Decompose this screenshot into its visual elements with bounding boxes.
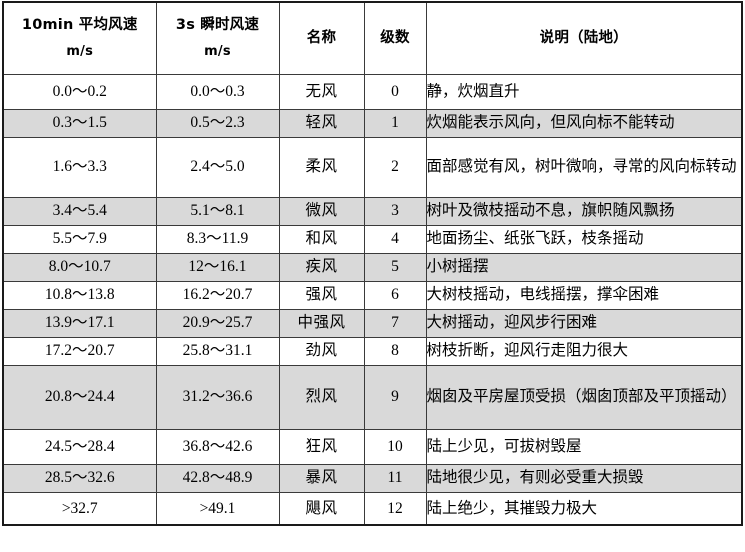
cell-wind-level: 5 xyxy=(363,252,427,282)
cell-gust-wind-speed: 0.0～0.3 xyxy=(155,73,280,110)
table-row: 0.3～1.5 0.5～2.3 轻风 1 炊烟能表示风向，但风向标不能转动 xyxy=(2,108,743,138)
cell-wind-level: 8 xyxy=(363,336,427,366)
cell-description: 陆上少见，可拔树毁屋 xyxy=(425,428,743,465)
cell-wind-name: 无风 xyxy=(278,73,365,110)
cell-description: 烟囱及平房屋顶受损（烟囱顶部及平顶摇动） xyxy=(425,364,743,430)
table-row: 0.0～0.2 0.0～0.3 无风 0 静，炊烟直升 xyxy=(2,73,743,110)
table-header: 10min 平均风速 m/s 3s 瞬时风速 m/s 名称 级数 说明（陆地） xyxy=(2,1,743,75)
cell-wind-name: 劲风 xyxy=(278,336,365,366)
cell-wind-name: 狂风 xyxy=(278,428,365,465)
cell-avg-wind-speed: 5.5～7.9 xyxy=(2,224,157,254)
cell-gust-wind-speed: >49.1 xyxy=(155,491,280,526)
table-row: 13.9～17.1 20.9～25.7 中强风 7 大树摇动，迎风步行困难 xyxy=(2,308,743,338)
cell-description: 面部感觉有风，树叶微响，寻常的风向标转动 xyxy=(425,136,743,198)
cell-wind-level: 11 xyxy=(363,463,427,493)
cell-wind-name: 中强风 xyxy=(278,308,365,338)
cell-avg-wind-speed: >32.7 xyxy=(2,491,157,526)
cell-description: 静，炊烟直升 xyxy=(425,73,743,110)
table-row: 28.5～32.6 42.8～48.9 暴风 11 陆地很少见，有则必受重大损毁 xyxy=(2,463,743,493)
cell-wind-name: 和风 xyxy=(278,224,365,254)
cell-description: 陆地很少见，有则必受重大损毁 xyxy=(425,463,743,493)
table-row: 17.2～20.7 25.8～31.1 劲风 8 树枝折断，迎风行走阻力很大 xyxy=(2,336,743,366)
wind-scale-table: 10min 平均风速 m/s 3s 瞬时风速 m/s 名称 级数 说明（陆地） … xyxy=(2,1,743,526)
cell-avg-wind-speed: 10.8～13.8 xyxy=(2,280,157,310)
cell-wind-name: 微风 xyxy=(278,196,365,226)
cell-description: 小树摇摆 xyxy=(425,252,743,282)
cell-wind-name: 烈风 xyxy=(278,364,365,430)
column-header-gust-wind-speed: 3s 瞬时风速 m/s xyxy=(155,1,280,75)
cell-wind-level: 9 xyxy=(363,364,427,430)
cell-description: 大树摇动，迎风步行困难 xyxy=(425,308,743,338)
cell-description: 树枝折断，迎风行走阻力很大 xyxy=(425,336,743,366)
cell-wind-name: 柔风 xyxy=(278,136,365,198)
cell-gust-wind-speed: 16.2～20.7 xyxy=(155,280,280,310)
cell-avg-wind-speed: 8.0～10.7 xyxy=(2,252,157,282)
cell-avg-wind-speed: 0.0～0.2 xyxy=(2,73,157,110)
cell-wind-level: 1 xyxy=(363,108,427,138)
table-row: 1.6～3.3 2.4～5.0 柔风 2 面部感觉有风，树叶微响，寻常的风向标转… xyxy=(2,136,743,198)
table-row: 20.8～24.4 31.2～36.6 烈风 9 烟囱及平房屋顶受损（烟囱顶部及… xyxy=(2,364,743,430)
cell-avg-wind-speed: 0.3～1.5 xyxy=(2,108,157,138)
cell-description: 地面扬尘、纸张飞跃，枝条摇动 xyxy=(425,224,743,254)
column-header-avg-wind-speed: 10min 平均风速 m/s xyxy=(2,1,157,75)
cell-wind-level: 6 xyxy=(363,280,427,310)
cell-wind-name: 暴风 xyxy=(278,463,365,493)
table-row: 24.5～28.4 36.8～42.6 狂风 10 陆上少见，可拔树毁屋 xyxy=(2,428,743,465)
cell-description: 炊烟能表示风向，但风向标不能转动 xyxy=(425,108,743,138)
column-header-wind-level: 级数 xyxy=(363,1,427,75)
table-row: 10.8～13.8 16.2～20.7 强风 6 大树枝摇动，电线摇摆，撑伞困难 xyxy=(2,280,743,310)
column-header-description-land: 说明（陆地） xyxy=(425,1,743,75)
cell-avg-wind-speed: 1.6～3.3 xyxy=(2,136,157,198)
cell-wind-name: 疾风 xyxy=(278,252,365,282)
cell-wind-name: 强风 xyxy=(278,280,365,310)
cell-gust-wind-speed: 5.1～8.1 xyxy=(155,196,280,226)
cell-avg-wind-speed: 3.4～5.4 xyxy=(2,196,157,226)
table-row: 5.5～7.9 8.3～11.9 和风 4 地面扬尘、纸张飞跃，枝条摇动 xyxy=(2,224,743,254)
column-header-gust-wind-speed-title: 3s 瞬时风速 xyxy=(175,16,260,33)
cell-wind-name: 飓风 xyxy=(278,491,365,526)
cell-gust-wind-speed: 31.2～36.6 xyxy=(155,364,280,430)
cell-avg-wind-speed: 24.5～28.4 xyxy=(2,428,157,465)
cell-gust-wind-speed: 2.4～5.0 xyxy=(155,136,280,198)
cell-wind-level: 12 xyxy=(363,491,427,526)
cell-description: 陆上绝少，其摧毁力极大 xyxy=(425,491,743,526)
cell-gust-wind-speed: 12～16.1 xyxy=(155,252,280,282)
column-header-avg-wind-speed-title: 10min 平均风速 xyxy=(21,16,138,33)
cell-gust-wind-speed: 0.5～2.3 xyxy=(155,108,280,138)
cell-description: 树叶及微枝摇动不息，旗帜随风飘扬 xyxy=(425,196,743,226)
cell-avg-wind-speed: 20.8～24.4 xyxy=(2,364,157,430)
cell-wind-level: 2 xyxy=(363,136,427,198)
table-row: 3.4～5.4 5.1～8.1 微风 3 树叶及微枝摇动不息，旗帜随风飘扬 xyxy=(2,196,743,226)
column-header-gust-wind-speed-unit: m/s xyxy=(204,44,231,60)
cell-wind-name: 轻风 xyxy=(278,108,365,138)
table-row: >32.7 >49.1 飓风 12 陆上绝少，其摧毁力极大 xyxy=(2,491,743,526)
cell-gust-wind-speed: 8.3～11.9 xyxy=(155,224,280,254)
cell-gust-wind-speed: 25.8～31.1 xyxy=(155,336,280,366)
cell-wind-level: 7 xyxy=(363,308,427,338)
column-header-avg-wind-speed-unit: m/s xyxy=(66,44,94,60)
cell-avg-wind-speed: 28.5～32.6 xyxy=(2,463,157,493)
cell-wind-level: 4 xyxy=(363,224,427,254)
cell-wind-level: 3 xyxy=(363,196,427,226)
cell-avg-wind-speed: 17.2～20.7 xyxy=(2,336,157,366)
cell-wind-level: 0 xyxy=(363,73,427,110)
header-row: 10min 平均风速 m/s 3s 瞬时风速 m/s 名称 级数 说明（陆地） xyxy=(2,1,743,75)
table-body: 0.0～0.2 0.0～0.3 无风 0 静，炊烟直升 0.3～1.5 0.5～… xyxy=(2,73,743,526)
cell-gust-wind-speed: 36.8～42.6 xyxy=(155,428,280,465)
cell-gust-wind-speed: 42.8～48.9 xyxy=(155,463,280,493)
cell-description: 大树枝摇动，电线摇摆，撑伞困难 xyxy=(425,280,743,310)
cell-avg-wind-speed: 13.9～17.1 xyxy=(2,308,157,338)
cell-gust-wind-speed: 20.9～25.7 xyxy=(155,308,280,338)
table-row: 8.0～10.7 12～16.1 疾风 5 小树摇摆 xyxy=(2,252,743,282)
cell-wind-level: 10 xyxy=(363,428,427,465)
column-header-wind-name: 名称 xyxy=(278,1,365,75)
